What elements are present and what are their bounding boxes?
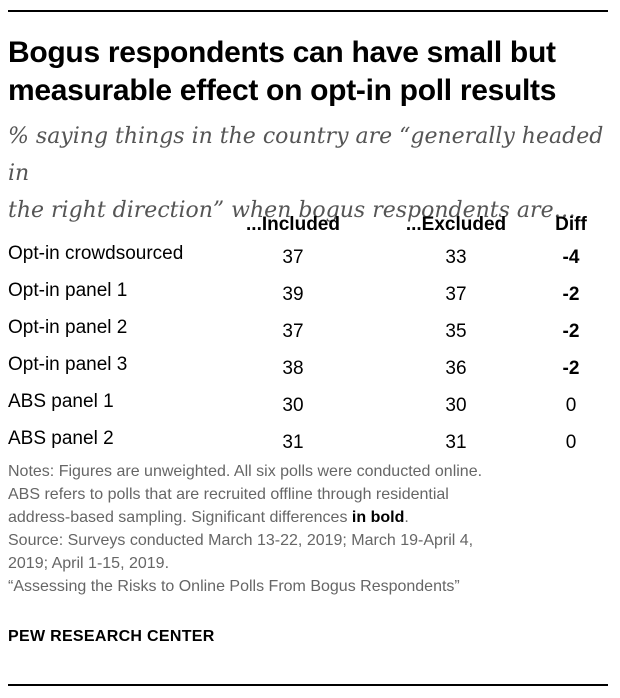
report-title: “Assessing the Risks to Online Polls Fro…: [8, 578, 460, 595]
pew-logo: PEW RESEARCH CENTER: [8, 628, 215, 645]
notes-line: ABS refers to polls that are recruited o…: [8, 486, 449, 503]
notes-line: address-based sampling. Significant diff…: [8, 506, 608, 529]
included-value: 31: [282, 432, 304, 453]
diff-value: -2: [562, 321, 580, 342]
table-row: Opt-in panel 2 37 35 -2: [8, 312, 608, 349]
diff-value: -4: [562, 247, 580, 268]
column-header-excluded: ...Excluded: [405, 214, 507, 235]
table-row: ABS panel 1 30 30 0: [8, 386, 608, 423]
excluded-value: 30: [445, 395, 467, 416]
diff-value: 0: [565, 395, 577, 416]
chart-title: Bogus respondents can have small but mea…: [8, 34, 608, 110]
excluded-value: 31: [445, 432, 467, 453]
top-rule: [8, 10, 608, 12]
notes-text-end: .: [404, 509, 409, 526]
row-label: ABS panel 1: [8, 391, 114, 412]
excluded-value: 36: [445, 358, 467, 379]
source-line: 2019; April 1-15, 2019.: [8, 555, 170, 572]
row-label: Opt-in panel 3: [8, 354, 128, 375]
excluded-value: 33: [445, 247, 467, 268]
chart-subtitle: % saying things in the country are “gene…: [8, 118, 608, 229]
column-header-included: ...Included: [246, 214, 340, 235]
table-row: Opt-in crowdsourced 37 33 -4: [8, 238, 608, 275]
table-header: ...Included ...Excluded Diff: [8, 208, 608, 238]
row-label: Opt-in crowdsourced: [8, 243, 184, 264]
diff-value: 0: [565, 432, 577, 453]
table-row: Opt-in panel 1 39 37 -2: [8, 275, 608, 312]
notes-line: Notes: Figures are unweighted. All six p…: [8, 463, 483, 480]
included-value: 39: [282, 284, 304, 305]
title-line: measurable effect on opt-in poll results: [8, 74, 557, 107]
table-row: Opt-in panel 3 38 36 -2: [8, 349, 608, 386]
table-row: ABS panel 2 31 31 0: [8, 423, 608, 460]
column-header-diff: Diff: [555, 214, 587, 235]
notes-block: Notes: Figures are unweighted. All six p…: [8, 460, 608, 598]
source-line: Source: Surveys conducted March 13-22, 2…: [8, 532, 474, 549]
table-body: Opt-in crowdsourced 37 33 -4 Opt-in panel 1 3…: [8, 238, 608, 460]
included-value: 30: [282, 395, 304, 416]
diff-value: -2: [562, 358, 580, 379]
excluded-value: 35: [445, 321, 467, 342]
subtitle-line: % saying things in the country are “gene…: [8, 124, 604, 186]
included-value: 37: [282, 247, 304, 268]
notes-bold-text: in bold: [351, 509, 405, 526]
row-label: ABS panel 2: [8, 428, 114, 449]
row-label: Opt-in panel 1: [8, 280, 128, 301]
notes-text: address-based sampling. Significant diff…: [8, 509, 352, 526]
excluded-value: 37: [445, 284, 467, 305]
subtitle-line: the right direction” when bogus responde…: [8, 198, 576, 223]
bottom-rule: [8, 684, 608, 686]
row-label: Opt-in panel 2: [8, 317, 128, 338]
title-line: Bogus respondents can have small but: [8, 36, 556, 69]
diff-value: -2: [562, 284, 580, 305]
included-value: 38: [282, 358, 304, 379]
included-value: 37: [282, 321, 304, 342]
results-table: ...Included ...Excluded Diff Opt-in crow…: [8, 208, 608, 460]
